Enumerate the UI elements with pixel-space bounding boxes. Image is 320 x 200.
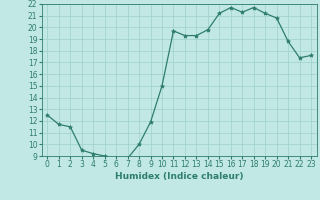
X-axis label: Humidex (Indice chaleur): Humidex (Indice chaleur) xyxy=(115,172,244,181)
